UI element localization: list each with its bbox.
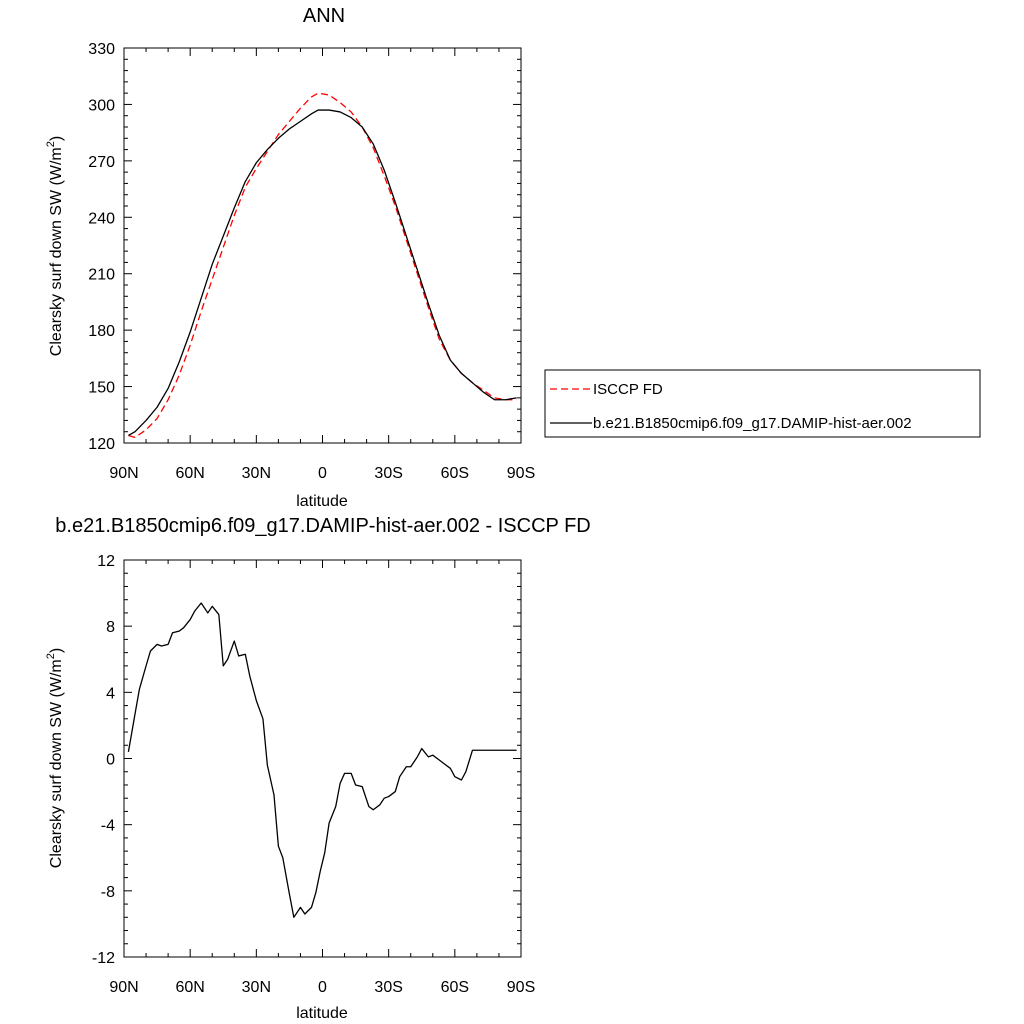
bottom-y-tick-label: 8: [106, 619, 115, 636]
top-y-tick-label: 240: [88, 210, 115, 227]
bottom-y-tick-label: -4: [101, 818, 115, 835]
bottom-x-tick-label: 0: [318, 979, 327, 996]
bottom-x-axis-label: latitude: [296, 1005, 348, 1022]
top-chart-title: ANN: [303, 5, 345, 27]
bottom-y-tick-label: 12: [97, 553, 115, 570]
bottom-y-tick-label: 0: [106, 752, 115, 769]
top-y-tick-label: 270: [88, 154, 115, 171]
top-y-tick-label: 210: [88, 267, 115, 284]
top-y-tick-label: 120: [88, 436, 115, 453]
legend-label-isccp: ISCCP FD: [593, 381, 663, 398]
top-series-line-0: [128, 92, 517, 439]
bottom-y-tick-label: 4: [106, 685, 115, 702]
bottom-x-tick-label: 90S: [507, 979, 535, 996]
top-panel: ANN 90N 60N 30N 0 30S 60S 90S 120 150 180 210 240 2…: [45, 5, 535, 510]
bottom-series-line-0: [127, 602, 517, 918]
bottom-series-layer: [127, 602, 517, 918]
top-y-tick-label: 300: [88, 97, 115, 114]
bottom-panel: b.e21.B1850cmip6.f09_g17.DAMIP-hist-aer.…: [45, 515, 591, 1022]
top-y-axis-label: Clearsky surf down SW (W/m2): [45, 136, 65, 356]
bottom-ticks: [123, 559, 522, 958]
bottom-y-axis-label: Clearsky surf down SW (W/m2): [45, 648, 65, 868]
top-x-tick-label: 60N: [175, 465, 204, 482]
bottom-plot-frame: [123, 559, 522, 958]
top-y-tick-label: 180: [88, 323, 115, 340]
top-x-tick-label: 90N: [109, 465, 138, 482]
top-x-tick-label: 30N: [242, 465, 271, 482]
bottom-y-tick-labels: -12 -8 -4 0 4 8 12: [92, 553, 115, 967]
bottom-chart-title: b.e21.B1850cmip6.f09_g17.DAMIP-hist-aer.…: [55, 515, 590, 537]
bottom-x-tick-label: 30S: [374, 979, 402, 996]
legend: ISCCP FD b.e21.B1850cmip6.f09_g17.DAMIP-…: [544, 369, 981, 438]
top-x-tick-label: 30S: [374, 465, 402, 482]
bottom-y-tick-label: -8: [101, 884, 115, 901]
top-y-tick-label: 150: [88, 380, 115, 397]
top-y-tick-label: 330: [88, 41, 115, 58]
top-plot-frame: [123, 47, 522, 444]
top-x-tick-label: 90S: [507, 465, 535, 482]
bottom-x-tick-label: 60N: [175, 979, 204, 996]
bottom-x-tick-label: 90N: [109, 979, 138, 996]
legend-box: [544, 369, 981, 438]
bottom-x-tick-label: 30N: [242, 979, 271, 996]
top-x-tick-labels: 90N 60N 30N 0 30S 60S 90S: [109, 465, 535, 482]
top-series-layer: [128, 92, 517, 439]
top-ticks: [123, 47, 522, 444]
top-x-axis-label: latitude: [296, 493, 348, 510]
top-x-tick-label: 0: [318, 465, 327, 482]
top-y-tick-labels: 120 150 180 210 240 270 300 330: [88, 41, 115, 453]
bottom-x-tick-label: 60S: [441, 979, 469, 996]
legend-label-model: b.e21.B1850cmip6.f09_g17.DAMIP-hist-aer.…: [593, 415, 912, 432]
bottom-y-tick-label: -12: [92, 950, 115, 967]
bottom-x-tick-labels: 90N 60N 30N 0 30S 60S 90S: [109, 979, 535, 996]
top-series-line-1: [128, 109, 517, 437]
top-x-tick-label: 60S: [441, 465, 469, 482]
